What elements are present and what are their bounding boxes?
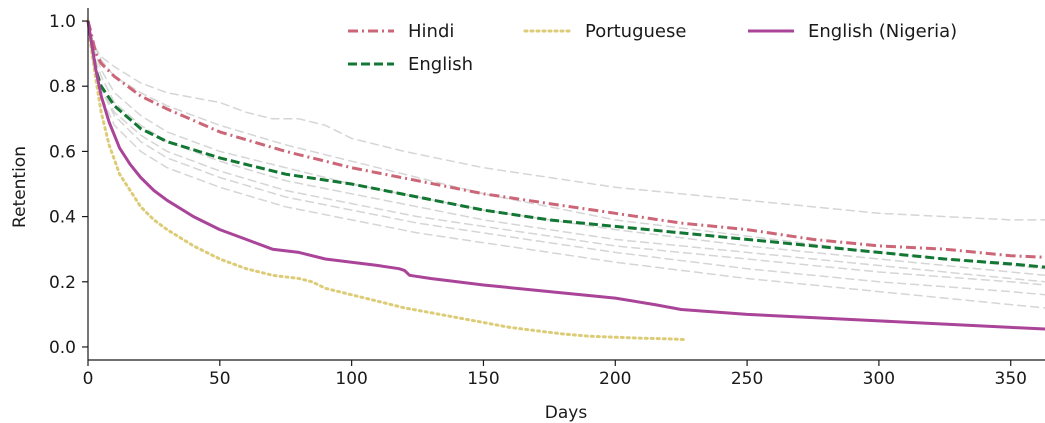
- legend-label-english: English: [408, 54, 473, 75]
- series-line-english: [86, 20, 1045, 269]
- x-tick-label: 50: [209, 369, 231, 389]
- background-series-line: [87, 20, 1045, 221]
- series-line-english-nigeria: [86, 20, 1045, 331]
- y-tick-label: 0.4: [49, 208, 76, 228]
- y-tick-label: 0.2: [49, 273, 76, 293]
- x-tick-label: 150: [467, 369, 499, 389]
- x-tick-label: 0: [83, 369, 94, 389]
- x-tick-label: 250: [731, 369, 763, 389]
- legend: Hindi English Portuguese English (Nigeria): [348, 21, 957, 75]
- x-tick-label: 100: [335, 369, 367, 389]
- y-tick-label: 0.8: [49, 77, 76, 97]
- axes-layer: 0 50 100 150 200 250 300 350 0.0 0.2 0.4 0.6 0.8 1.0: [49, 8, 1045, 389]
- y-axis-title: Retention: [10, 146, 30, 228]
- x-axis-title: Days: [545, 403, 588, 423]
- legend-label-portuguese: Portuguese: [585, 21, 686, 42]
- series-line-portuguese: [86, 19, 686, 341]
- background-series-line: [87, 20, 1045, 277]
- series-layer: [86, 19, 1045, 341]
- series-line-hindi: [86, 20, 1045, 259]
- legend-label-hindi: Hindi: [408, 21, 454, 42]
- y-tick-label: 0.0: [49, 338, 76, 358]
- background-series-line: [87, 20, 1045, 286]
- y-tick-label: 1.0: [49, 12, 76, 32]
- background-series-line: [87, 20, 1045, 296]
- background-series-line: [87, 20, 1045, 270]
- x-tick-label: 300: [863, 369, 895, 389]
- legend-label-english-nigeria: English (Nigeria): [808, 21, 957, 42]
- y-tick-label: 0.6: [49, 142, 76, 162]
- background-series-line: [87, 20, 1045, 283]
- background-series-line: [87, 20, 1045, 309]
- x-tick-label: 200: [599, 369, 631, 389]
- x-tick-label: 350: [995, 369, 1027, 389]
